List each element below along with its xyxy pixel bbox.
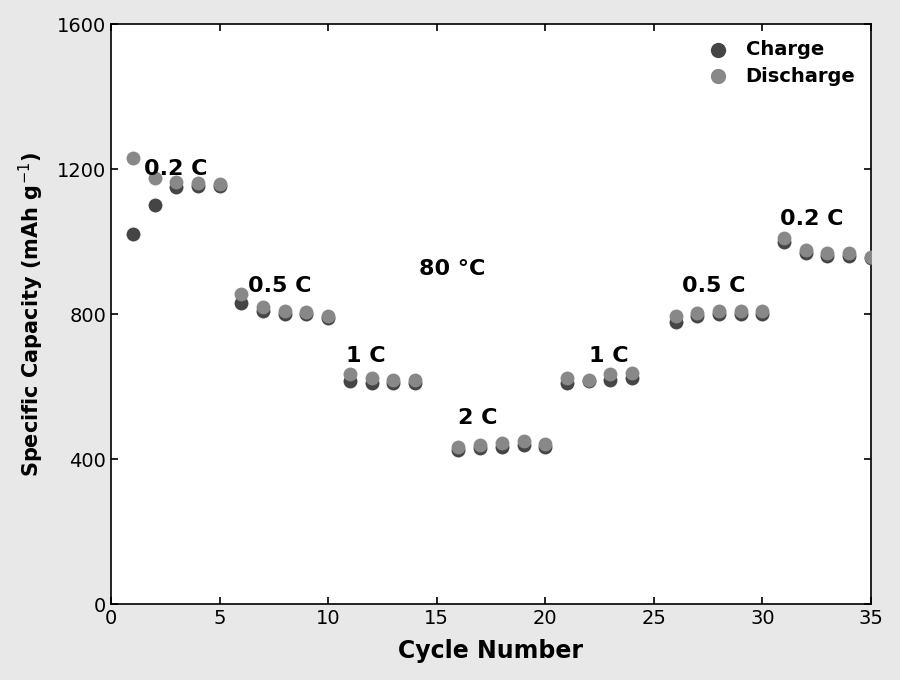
Discharge [734,306,748,317]
Charge [625,372,639,383]
Charge [451,445,465,456]
Discharge [798,244,813,255]
Charge [798,247,813,258]
Text: 2 C: 2 C [458,408,498,428]
Text: 0.5 C: 0.5 C [248,276,311,296]
Charge [300,309,314,320]
Discharge [560,372,574,383]
Text: 0.5 C: 0.5 C [682,276,745,296]
Charge [321,312,336,323]
Charge [386,377,400,388]
Discharge [277,305,292,316]
X-axis label: Cycle Number: Cycle Number [399,639,583,663]
Discharge [472,439,487,450]
Charge [820,251,834,262]
Charge [560,377,574,388]
Discharge [300,307,314,318]
Charge [842,251,857,262]
Discharge [451,441,465,452]
Charge [234,298,248,309]
Text: 1 C: 1 C [589,346,628,366]
Charge [212,180,227,191]
Discharge [538,439,553,449]
Charge [126,229,140,240]
Discharge [777,233,791,243]
Charge [603,374,617,385]
Charge [538,441,553,452]
Charge [256,305,270,316]
Discharge [755,306,770,317]
Legend: Charge, Discharge: Charge, Discharge [693,34,861,91]
Discharge [364,372,379,383]
Charge [343,376,357,387]
Charge [712,309,726,320]
Text: 1 C: 1 C [346,346,385,366]
Discharge [581,374,596,385]
Discharge [625,368,639,379]
Discharge [191,177,205,188]
Charge [148,200,162,211]
Charge [191,180,205,191]
Discharge [820,248,834,259]
Discharge [386,374,400,385]
Discharge [495,437,509,448]
Discharge [148,173,162,184]
Discharge [690,308,705,319]
Discharge [864,252,878,262]
Y-axis label: Specific Capacity (mAh g$^{-1}$): Specific Capacity (mAh g$^{-1}$) [17,152,46,477]
Charge [669,316,683,327]
Text: 0.2 C: 0.2 C [144,158,207,179]
Text: 80 °C: 80 °C [419,259,486,279]
Charge [755,309,770,320]
Text: 0.2 C: 0.2 C [779,209,843,229]
Discharge [212,179,227,190]
Charge [864,252,878,263]
Charge [517,439,531,450]
Discharge [343,369,357,379]
Discharge [234,289,248,300]
Charge [408,377,422,388]
Charge [690,311,705,322]
Charge [364,377,379,388]
Charge [277,309,292,320]
Charge [777,236,791,247]
Discharge [169,177,184,188]
Discharge [603,369,617,379]
Discharge [408,375,422,386]
Discharge [256,301,270,312]
Charge [734,309,748,320]
Discharge [842,248,857,259]
Discharge [321,311,336,322]
Charge [472,443,487,454]
Charge [581,376,596,387]
Discharge [669,311,683,322]
Discharge [517,436,531,447]
Discharge [712,306,726,317]
Charge [495,441,509,452]
Charge [169,182,184,193]
Discharge [126,153,140,164]
